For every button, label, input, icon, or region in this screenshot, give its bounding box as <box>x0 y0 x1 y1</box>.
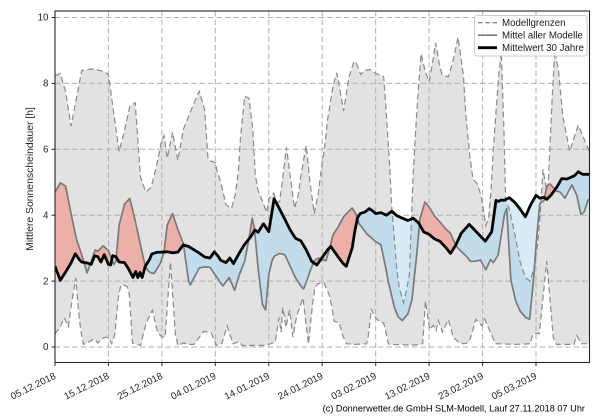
svg-text:Modellgrenzen: Modellgrenzen <box>502 18 566 29</box>
svg-text:2: 2 <box>43 276 48 287</box>
svg-text:4: 4 <box>43 210 49 221</box>
svg-text:0: 0 <box>43 342 49 353</box>
svg-text:10: 10 <box>38 13 49 24</box>
svg-text:6: 6 <box>43 145 49 156</box>
svg-text:Mittelwert 30 Jahre: Mittelwert 30 Jahre <box>502 43 584 54</box>
svg-text:(c) Donnerwetter.de GmbH SLM-M: (c) Donnerwetter.de GmbH SLM-Modell, Lau… <box>323 404 585 414</box>
svg-text:Mittlere Sonnenscheindauer [h]: Mittlere Sonnenscheindauer [h] <box>25 107 36 251</box>
svg-text:Mittel aller Modelle: Mittel aller Modelle <box>502 30 583 41</box>
svg-text:8: 8 <box>43 79 49 90</box>
